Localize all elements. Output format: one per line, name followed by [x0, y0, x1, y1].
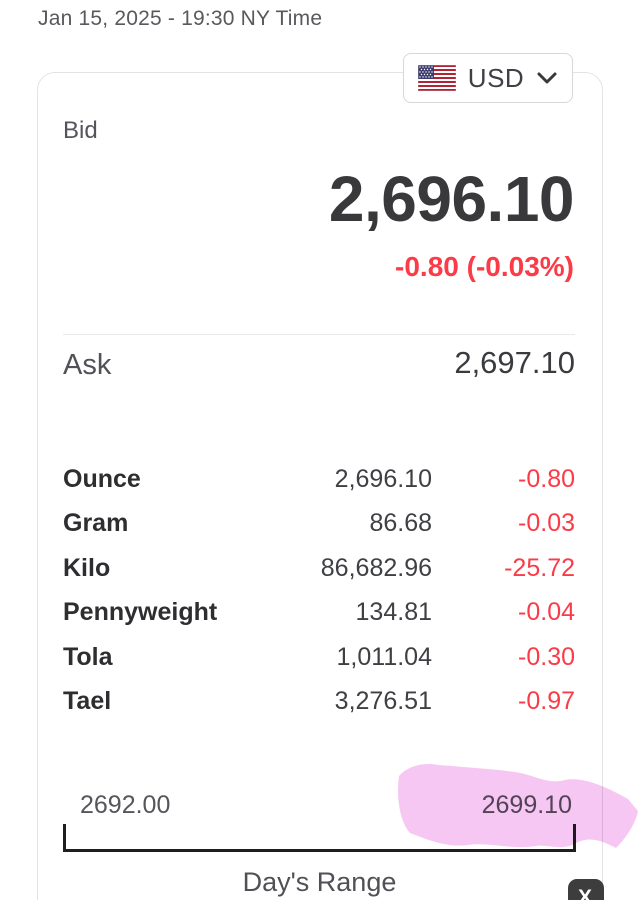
currency-selected-label: USD — [467, 62, 525, 93]
unit-change: -0.04 — [518, 598, 575, 627]
table-row: Kilo 86,682.96 -25.72 — [63, 546, 575, 591]
ask-price: 2,697.10 — [454, 345, 575, 380]
quote-card: Bid 2,696.10 -0.80 (-0.03%) Ask 2,697.10… — [37, 72, 603, 900]
unit-change: -25.72 — [504, 553, 575, 582]
divider — [63, 334, 575, 335]
timestamp: Jan 15, 2025 - 19:30 NY Time — [38, 7, 323, 30]
table-row: Tael 3,276.51 -0.97 — [63, 680, 575, 725]
unit-label: Gram — [63, 509, 129, 538]
close-button[interactable]: X — [568, 879, 604, 900]
days-range-labels: 2692.00 2699.10 — [63, 791, 572, 820]
unit-price: 2,696.10 — [334, 464, 432, 493]
unit-label: Tola — [63, 642, 113, 671]
table-row: Pennyweight 134.81 -0.04 — [63, 591, 575, 636]
unit-label: Kilo — [63, 553, 111, 582]
unit-change: -0.30 — [518, 642, 575, 671]
unit-change: -0.97 — [518, 687, 575, 716]
days-range-high: 2699.10 — [481, 791, 572, 819]
unit-price: 134.81 — [355, 598, 432, 627]
unit-price: 1,011.04 — [336, 642, 432, 671]
days-range-title: Day's Range — [242, 867, 397, 897]
unit-price: 3,276.51 — [334, 687, 432, 716]
ask-label: Ask — [63, 349, 112, 381]
bid-change: -0.80 (-0.03%) — [395, 251, 574, 282]
bid-price: 2,696.10 — [328, 163, 575, 235]
unit-price: 86.68 — [369, 509, 432, 538]
unit-label: Pennyweight — [63, 598, 218, 627]
close-icon: X — [578, 885, 593, 900]
unit-price: 86,682.96 — [320, 553, 432, 582]
table-row: Ounce 2,696.10 -0.80 — [63, 457, 575, 502]
unit-change: -0.03 — [518, 509, 575, 538]
currency-dropdown[interactable]: USD — [403, 53, 573, 103]
range-bracket — [63, 824, 576, 852]
ask-row: Ask 2,697.10 — [63, 345, 575, 382]
chevron-down-icon — [536, 71, 558, 85]
table-row: Tola 1,011.04 -0.30 — [63, 635, 575, 680]
unit-change: -0.80 — [518, 464, 575, 493]
unit-label: Tael — [63, 687, 112, 716]
unit-label: Ounce — [63, 464, 141, 493]
us-flag-icon — [417, 65, 456, 91]
units-table: Ounce 2,696.10 -0.80 Gram 86.68 -0.03 Ki… — [63, 457, 575, 724]
days-range-low: 2692.00 — [80, 791, 171, 819]
bid-label: Bid — [63, 117, 98, 144]
table-row: Gram 86.68 -0.03 — [63, 502, 575, 547]
